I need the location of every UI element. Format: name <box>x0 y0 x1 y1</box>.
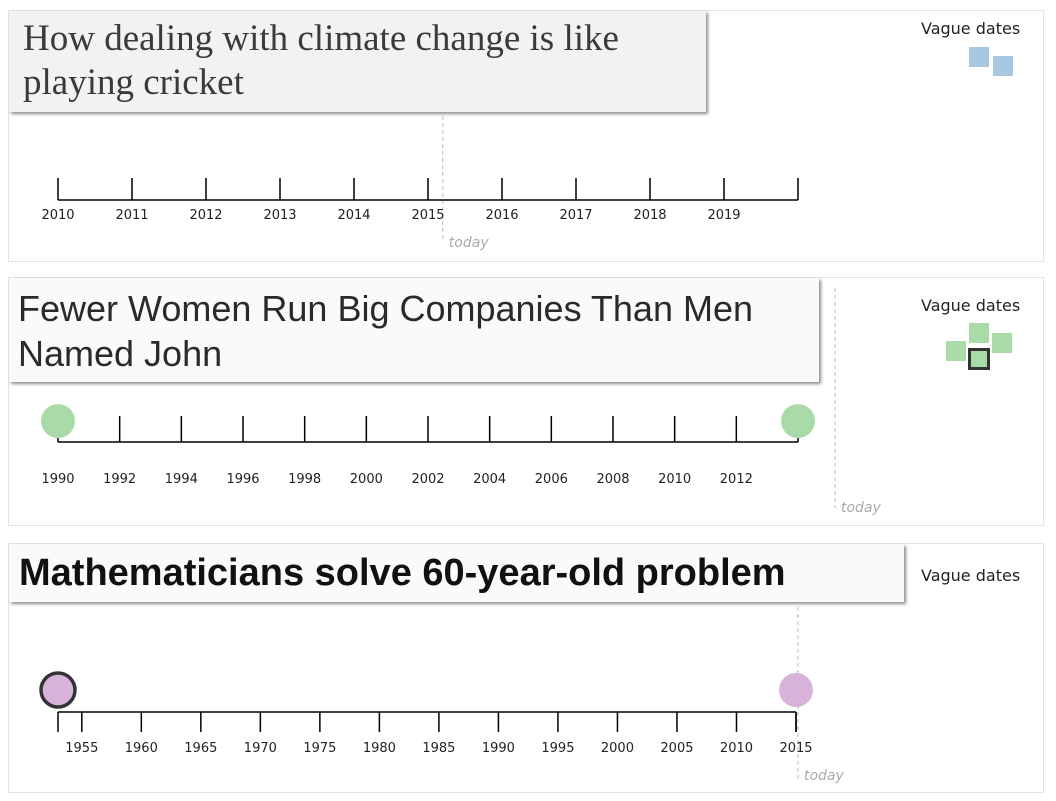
chart-title-3: Mathematicians solve 60-year-old problem <box>9 544 904 602</box>
tick-label: 1970 <box>244 741 277 756</box>
tick-label: 1965 <box>184 741 217 756</box>
tick-label: 2012 <box>189 208 222 223</box>
vague-date-square[interactable] <box>969 47 989 67</box>
tick-label: 1990 <box>41 472 74 487</box>
tick-label: 2018 <box>633 208 666 223</box>
today-label: today <box>841 500 882 516</box>
event-point[interactable] <box>781 404 815 438</box>
chart-title-text-3: Mathematicians solve 60-year-old problem <box>19 552 786 594</box>
event-point-selected[interactable] <box>39 671 77 709</box>
tick-label: 2006 <box>535 472 568 487</box>
tick-label: 1998 <box>288 472 321 487</box>
vague-dates-label-1: Vague dates <box>921 19 1021 38</box>
tick-label: 2000 <box>601 741 634 756</box>
vague-dates-label-2: Vague dates <box>921 296 1021 315</box>
tick-label: 1980 <box>363 741 396 756</box>
chart-title-text-2: Fewer Women Run Big Companies Than Men N… <box>18 288 754 374</box>
tick-label: 2010 <box>658 472 691 487</box>
tick-label: 1960 <box>125 741 158 756</box>
chart-title-text-1: How dealing with climate change is like … <box>23 18 619 103</box>
tick-label: 2008 <box>596 472 629 487</box>
tick-label: 2015 <box>779 741 812 756</box>
tick-label: 2015 <box>411 208 444 223</box>
tick-label: 1996 <box>226 472 259 487</box>
timeline-panel-3: Mathematicians solve 60-year-old problem… <box>8 543 1044 793</box>
timeline-axis-3: today 1955 1960 1965 1970 1975 1980 1985 1990 199… <box>39 607 845 784</box>
timeline-axis-2: today 1990 1992 1994 1996 1998 2000 2002 2004 200… <box>41 288 882 516</box>
today-label: today <box>449 235 490 251</box>
tick-label: 1994 <box>165 472 198 487</box>
tick-label: 2005 <box>660 741 693 756</box>
tick-label: 2011 <box>115 208 148 223</box>
tick-label: 2004 <box>473 472 506 487</box>
chart-title-2: Fewer Women Run Big Companies Than Men N… <box>9 278 819 382</box>
tick-label: 2016 <box>485 208 518 223</box>
tick-label: 1985 <box>422 741 455 756</box>
tick-label: 2012 <box>720 472 753 487</box>
chart-title-1: How dealing with climate change is like … <box>9 11 706 112</box>
timeline-panel-2: Fewer Women Run Big Companies Than Men N… <box>8 277 1044 526</box>
tick-label: 1990 <box>482 741 515 756</box>
vague-date-square[interactable] <box>946 341 966 361</box>
tick-label: 1992 <box>103 472 136 487</box>
today-label: today <box>804 768 845 784</box>
vague-date-square-selected[interactable] <box>968 348 990 370</box>
tick-label: 2002 <box>411 472 444 487</box>
vague-date-square[interactable] <box>993 56 1013 76</box>
vague-date-square[interactable] <box>992 333 1012 353</box>
tick-label: 2010 <box>41 208 74 223</box>
event-point[interactable] <box>41 404 75 438</box>
tick-label: 2000 <box>350 472 383 487</box>
tick-label: 1955 <box>65 741 98 756</box>
timeline-axis-1: today 2010 2011 2012 2013 2014 2015 2016 2017 201… <box>41 116 799 251</box>
event-point[interactable] <box>779 673 813 707</box>
tick-label: 2010 <box>720 741 753 756</box>
vague-dates-label-3: Vague dates <box>921 566 1021 585</box>
tick-label: 1975 <box>303 741 336 756</box>
tick-label: 2014 <box>337 208 370 223</box>
tick-label: 1995 <box>541 741 574 756</box>
tick-label: 2013 <box>263 208 296 223</box>
tick-label: 2019 <box>707 208 740 223</box>
vague-date-square[interactable] <box>969 323 989 343</box>
timeline-panel-1: How dealing with climate change is like … <box>8 10 1044 262</box>
tick-label: 2017 <box>559 208 592 223</box>
